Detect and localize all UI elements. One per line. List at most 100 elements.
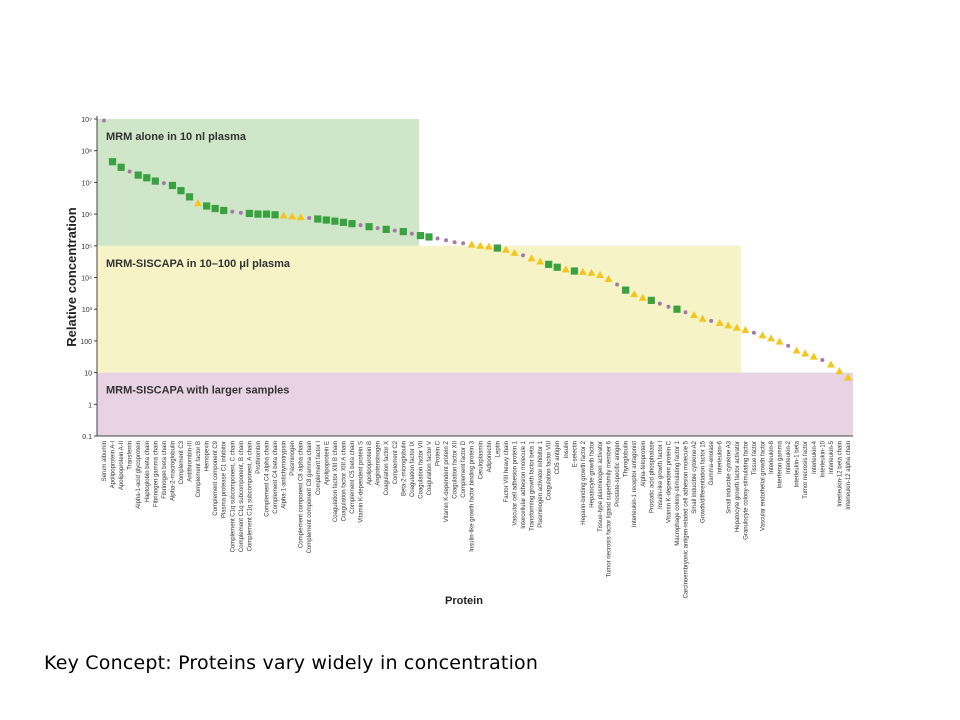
data-point-triangle: [536, 257, 545, 265]
x-tick-label: Gamma-enolase: [709, 440, 715, 485]
region-2-band: [97, 245, 741, 373]
data-point-square: [425, 233, 433, 241]
x-tick-label: Angiotensinogen: [376, 441, 382, 486]
data-point-triangle: [844, 373, 852, 381]
data-point-triangle: [467, 240, 476, 248]
data-point-square: [673, 305, 681, 313]
x-tick-label: Ceruloplasmin: [478, 441, 484, 479]
data-point-square: [365, 223, 373, 231]
data-point-square: [339, 218, 348, 226]
x-tick-label: Complement C5 beta chain: [350, 441, 356, 514]
data-point-square: [177, 187, 185, 195]
x-tick-label: Prothrombin: [256, 441, 262, 474]
x-tick-label: Fibrinogen gamma chain: [153, 441, 159, 507]
data-point-dot: [666, 304, 671, 309]
data-point-triangle: [792, 346, 801, 354]
data-point-dot: [392, 228, 397, 233]
data-point-triangle: [638, 293, 647, 301]
data-point-triangle: [527, 254, 536, 262]
y-axis-label: Relative concentration: [64, 207, 79, 346]
data-point-dot: [521, 253, 526, 258]
x-tick-label: Interleukin-1 beta: [795, 440, 801, 487]
y-tick-label: 0.1: [82, 434, 92, 441]
x-tick-label: Coagulation factor X: [384, 441, 390, 495]
chart-axes: [96, 116, 853, 437]
x-tick-label: Coagulation factor XIII A chain: [341, 441, 347, 521]
x-tick-label: Interleukin-10: [820, 440, 826, 477]
x-tick-label: Vascular endothelial growth factor: [760, 441, 766, 531]
x-tick-label: Antithrombin-III: [188, 441, 194, 482]
x-tick-label: Complement C4 alpha chain: [264, 441, 270, 517]
x-tick-label: Intercellular adhesion molecule 1: [521, 440, 527, 528]
data-point-square: [314, 215, 322, 223]
x-tick-label: Transferrin: [128, 441, 134, 470]
data-point-triangle: [698, 314, 707, 322]
x-tick-label: Carcinoembryonic antigen-related cell ad…: [684, 440, 690, 598]
x-tick-label: E-selectin: [572, 441, 578, 467]
x-tick-label: Alpha-1-acid glycoprotein: [136, 441, 142, 509]
x-tick-label: Complement component C8 alpha chain: [299, 441, 305, 548]
data-point-square: [622, 286, 630, 294]
concentration-chart: MRM alone in 10 nl plasma MRM-SISCAPA in …: [64, 116, 853, 607]
data-point-triangle: [775, 337, 784, 345]
x-tick-label: Plasminogen: [290, 441, 296, 476]
x-tick-label: Growth/differentiation factor 15: [701, 440, 707, 523]
x-tick-label: Serum albumin: [102, 441, 108, 481]
x-tick-label: Adiponectin: [487, 441, 493, 472]
data-point-triangle: [484, 242, 493, 250]
y-tick-label: 10: [84, 371, 92, 378]
data-point-dot: [375, 226, 380, 231]
data-point-square: [168, 181, 177, 190]
data-point-triangle: [279, 211, 288, 219]
x-tick-label: Interleukin-12 alpha chain: [846, 441, 852, 510]
x-tick-label: Complement C1q subcomponent, B chain: [239, 441, 245, 552]
data-point-square: [382, 225, 390, 233]
data-point-square: [493, 244, 501, 252]
data-point-triangle: [630, 290, 639, 298]
data-point-dot: [127, 169, 132, 174]
x-tick-label: Complement C1q subcomponent, A chain: [247, 441, 253, 551]
data-point-triangle: [809, 352, 818, 360]
region-1-label: MRM alone in 10 nl plasma: [106, 131, 247, 143]
x-tick-label: Insulin-like growth factor binding prote…: [470, 440, 476, 551]
x-tick-label: CD5 antigen: [555, 441, 561, 474]
data-point-square: [185, 193, 194, 201]
x-tick-label: Apolipoprotein B: [367, 441, 373, 485]
data-point-square: [570, 267, 578, 275]
data-point-square: [399, 228, 407, 236]
data-point-square: [143, 174, 151, 182]
x-tick-label: Complement C3: [179, 440, 185, 484]
x-tick-label: Coagulation factor IX: [410, 441, 416, 497]
x-tick-label: Complement component C8 gamma chain: [307, 441, 313, 553]
data-point-square: [254, 210, 262, 218]
data-point-dot: [435, 236, 440, 241]
x-tick-label: Complement C4 beta chain: [273, 441, 279, 514]
data-point-square: [331, 217, 339, 225]
x-tick-label: Tumor necrosis factor: [803, 441, 809, 499]
data-points: [102, 118, 852, 381]
x-tick-label: Alpha-2-macroglobulin: [170, 441, 176, 501]
region-2-label: MRM-SISCAPA in 10–100 μl plasma: [106, 258, 291, 270]
data-point-triangle: [296, 213, 305, 221]
x-tick-label: Prostatic acid phosphatase: [649, 440, 655, 513]
data-point-dot: [452, 240, 457, 245]
data-point-triangle: [732, 323, 741, 331]
data-point-square: [553, 263, 561, 271]
data-point-dot: [657, 301, 662, 306]
data-point-dot: [161, 181, 166, 186]
x-tick-label: Hepatocyte growth factor: [589, 441, 595, 508]
x-tick-label: Hepatocyte growth factor activator: [735, 441, 741, 532]
y-tick-label: 1: [88, 402, 92, 409]
data-point-triangle: [758, 331, 767, 339]
data-point-dot: [102, 118, 106, 123]
x-tick-label: Interleukin-5: [829, 440, 835, 474]
region-3-band: [97, 372, 853, 436]
data-point-triangle: [826, 360, 835, 368]
data-point-triangle: [501, 245, 510, 253]
x-tick-label: Insulin: [564, 441, 570, 458]
region-3-label: MRM-SISCAPA with larger samples: [106, 385, 289, 397]
x-tick-label: Thyroglobulin: [624, 441, 630, 477]
data-point-square: [322, 216, 330, 224]
x-tick-label: Interleukin-1 receptor antagonist: [632, 441, 638, 527]
x-tick-label: Haptoglobin beta chain: [145, 441, 151, 502]
